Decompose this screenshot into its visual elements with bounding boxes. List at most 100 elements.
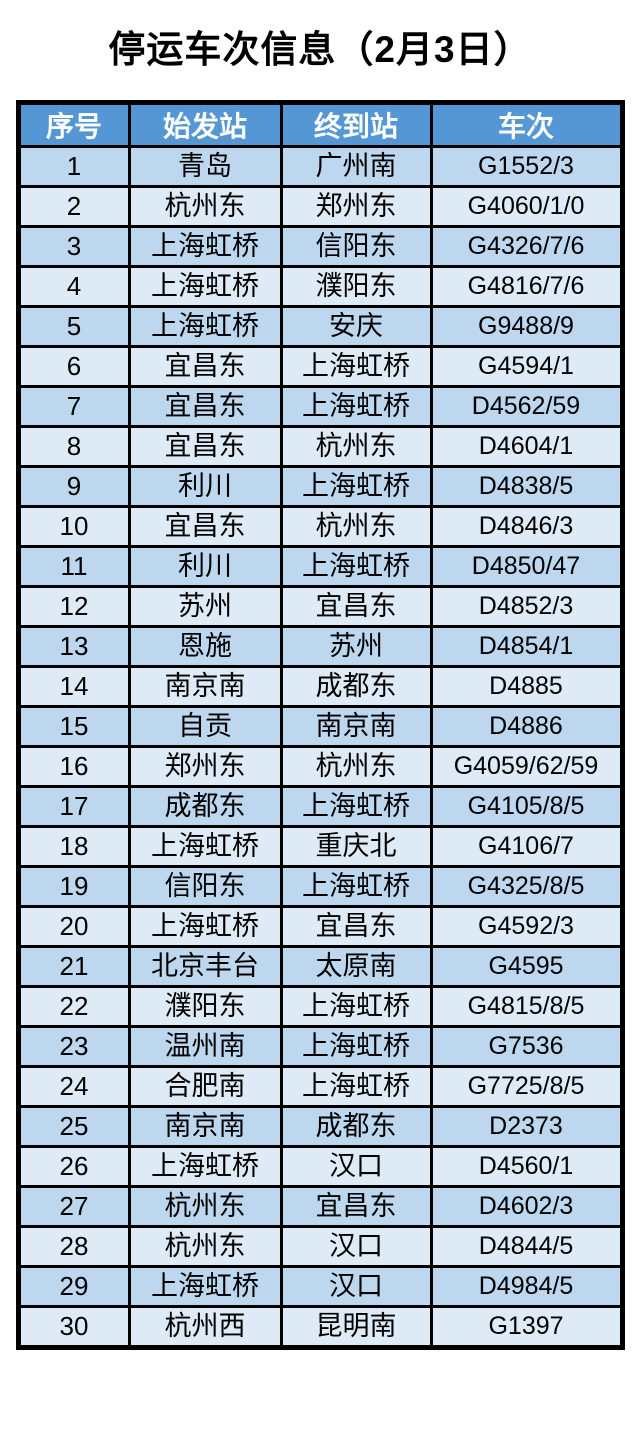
origin-station-cell: 宜昌东 xyxy=(127,345,283,388)
serial-number-cell: 22 xyxy=(16,985,131,1028)
serial-number-cell: 18 xyxy=(16,825,131,868)
serial-number-cell: 19 xyxy=(16,865,131,908)
train-number-cell: G4595 xyxy=(429,945,624,988)
terminal-station-cell: 南京南 xyxy=(279,705,433,748)
train-number-cell: G4816/7/6 xyxy=(429,265,624,308)
table-row: 26 上海虹桥 汉口 D4560/1 xyxy=(16,1145,624,1188)
terminal-station-cell: 宜昌东 xyxy=(279,585,433,628)
origin-station-cell: 南京南 xyxy=(127,665,283,708)
origin-station-cell: 宜昌东 xyxy=(127,385,283,428)
header-serial-number: 序号 xyxy=(16,101,131,148)
terminal-station-cell: 汉口 xyxy=(279,1145,433,1188)
table-row: 10 宜昌东 杭州东 D4846/3 xyxy=(16,505,624,548)
serial-number-cell: 12 xyxy=(16,585,131,628)
train-number-cell: G4106/7 xyxy=(429,825,624,868)
serial-number-cell: 5 xyxy=(16,305,131,348)
table-row: 1 青岛 广州南 G1552/3 xyxy=(16,145,624,188)
origin-station-cell: 上海虹桥 xyxy=(127,1145,283,1188)
terminal-station-cell: 宜昌东 xyxy=(279,905,433,948)
serial-number-cell: 13 xyxy=(16,625,131,668)
table-row: 9 利川 上海虹桥 D4838/5 xyxy=(16,465,624,508)
origin-station-cell: 郑州东 xyxy=(127,745,283,788)
train-number-cell: D4984/5 xyxy=(429,1265,624,1308)
table-header: 序号 始发站 终到站 车次 xyxy=(16,101,624,148)
serial-number-cell: 8 xyxy=(16,425,131,468)
train-number-cell: D4850/47 xyxy=(429,545,624,588)
serial-number-cell: 6 xyxy=(16,345,131,388)
origin-station-cell: 杭州东 xyxy=(127,185,283,228)
serial-number-cell: 26 xyxy=(16,1145,131,1188)
origin-station-cell: 自贡 xyxy=(127,705,283,748)
train-number-cell: D4844/5 xyxy=(429,1225,624,1268)
origin-station-cell: 上海虹桥 xyxy=(127,825,283,868)
header-terminal-station: 终到站 xyxy=(279,101,433,148)
origin-station-cell: 上海虹桥 xyxy=(127,305,283,348)
serial-number-cell: 29 xyxy=(16,1265,131,1308)
train-number-cell: G4592/3 xyxy=(429,905,624,948)
table-row: 8 宜昌东 杭州东 D4604/1 xyxy=(16,425,624,468)
train-number-cell: D4838/5 xyxy=(429,465,624,508)
table-row: 27 杭州东 宜昌东 D4602/3 xyxy=(16,1185,624,1228)
terminal-station-cell: 成都东 xyxy=(279,1105,433,1148)
table-body: 1 青岛 广州南 G1552/3 2 杭州东 郑州东 G4060/1/0 3 上海虹桥 信阳东 G43… xyxy=(16,145,624,1349)
origin-station-cell: 上海虹桥 xyxy=(127,905,283,948)
table-row: 18 上海虹桥 重庆北 G4106/7 xyxy=(16,825,624,868)
terminal-station-cell: 汉口 xyxy=(279,1225,433,1268)
terminal-station-cell: 上海虹桥 xyxy=(279,465,433,508)
serial-number-cell: 21 xyxy=(16,945,131,988)
origin-station-cell: 南京南 xyxy=(127,1105,283,1148)
terminal-station-cell: 濮阳东 xyxy=(279,265,433,308)
table-row: 17 成都东 上海虹桥 G4105/8/5 xyxy=(16,785,624,828)
serial-number-cell: 16 xyxy=(16,745,131,788)
terminal-station-cell: 上海虹桥 xyxy=(279,545,433,588)
serial-number-cell: 10 xyxy=(16,505,131,548)
table-row: 29 上海虹桥 汉口 D4984/5 xyxy=(16,1265,624,1308)
train-number-cell: G4815/8/5 xyxy=(429,985,624,1028)
train-number-cell: D4602/3 xyxy=(429,1185,624,1228)
origin-station-cell: 杭州东 xyxy=(127,1185,283,1228)
header-row: 序号 始发站 终到站 车次 xyxy=(16,101,624,148)
serial-number-cell: 23 xyxy=(16,1025,131,1068)
terminal-station-cell: 上海虹桥 xyxy=(279,865,433,908)
terminal-station-cell: 安庆 xyxy=(279,305,433,348)
train-number-cell: G4594/1 xyxy=(429,345,624,388)
train-number-cell: D4885 xyxy=(429,665,624,708)
train-number-cell: D4562/59 xyxy=(429,385,624,428)
origin-station-cell: 上海虹桥 xyxy=(127,225,283,268)
terminal-station-cell: 上海虹桥 xyxy=(279,385,433,428)
serial-number-cell: 30 xyxy=(16,1305,131,1349)
train-number-cell: G7536 xyxy=(429,1025,624,1068)
origin-station-cell: 温州南 xyxy=(127,1025,283,1068)
terminal-station-cell: 郑州东 xyxy=(279,185,433,228)
origin-station-cell: 苏州 xyxy=(127,585,283,628)
train-number-cell: G4326/7/6 xyxy=(429,225,624,268)
origin-station-cell: 濮阳东 xyxy=(127,985,283,1028)
serial-number-cell: 2 xyxy=(16,185,131,228)
terminal-station-cell: 杭州东 xyxy=(279,745,433,788)
origin-station-cell: 上海虹桥 xyxy=(127,1265,283,1308)
terminal-station-cell: 成都东 xyxy=(279,665,433,708)
table-row: 23 温州南 上海虹桥 G7536 xyxy=(16,1025,624,1068)
table-row: 3 上海虹桥 信阳东 G4326/7/6 xyxy=(16,225,624,268)
origin-station-cell: 利川 xyxy=(127,545,283,588)
terminal-station-cell: 杭州东 xyxy=(279,505,433,548)
suspended-trains-table: 序号 始发站 终到站 车次 1 青岛 广州南 G1552/3 2 杭州东 郑州东 G4060/… xyxy=(15,100,625,1350)
header-train-number: 车次 xyxy=(429,101,624,148)
table-row: 20 上海虹桥 宜昌东 G4592/3 xyxy=(16,905,624,948)
serial-number-cell: 9 xyxy=(16,465,131,508)
serial-number-cell: 1 xyxy=(16,145,131,188)
serial-number-cell: 3 xyxy=(16,225,131,268)
serial-number-cell: 17 xyxy=(16,785,131,828)
train-number-cell: G4105/8/5 xyxy=(429,785,624,828)
train-number-cell: D2373 xyxy=(429,1105,624,1148)
table-row: 19 信阳东 上海虹桥 G4325/8/5 xyxy=(16,865,624,908)
origin-station-cell: 杭州西 xyxy=(127,1305,283,1349)
terminal-station-cell: 广州南 xyxy=(279,145,433,188)
serial-number-cell: 4 xyxy=(16,265,131,308)
serial-number-cell: 28 xyxy=(16,1225,131,1268)
terminal-station-cell: 上海虹桥 xyxy=(279,985,433,1028)
terminal-station-cell: 苏州 xyxy=(279,625,433,668)
serial-number-cell: 25 xyxy=(16,1105,131,1148)
serial-number-cell: 24 xyxy=(16,1065,131,1108)
serial-number-cell: 27 xyxy=(16,1185,131,1228)
